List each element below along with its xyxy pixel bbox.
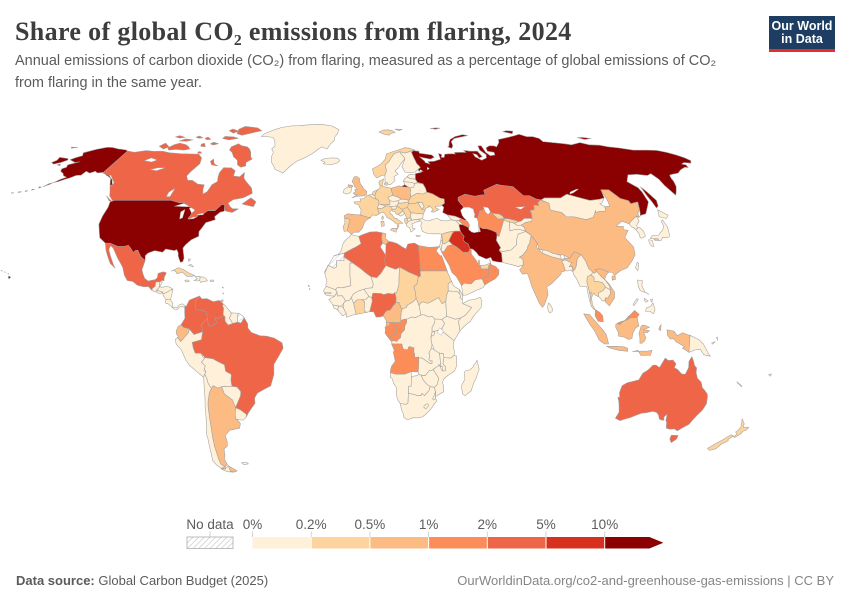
svg-text:0.2%: 0.2%: [296, 517, 327, 532]
svg-text:2%: 2%: [478, 517, 498, 532]
svg-text:No data: No data: [186, 517, 234, 532]
svg-text:0.5%: 0.5%: [355, 517, 386, 532]
svg-text:0%: 0%: [243, 517, 263, 532]
svg-text:1%: 1%: [419, 517, 439, 532]
svg-text:10%: 10%: [591, 517, 618, 532]
svg-text:5%: 5%: [536, 517, 556, 532]
